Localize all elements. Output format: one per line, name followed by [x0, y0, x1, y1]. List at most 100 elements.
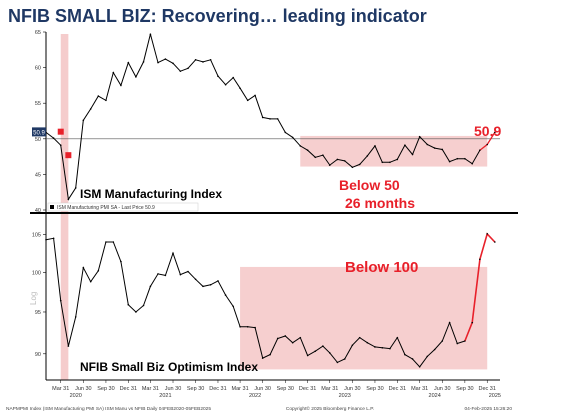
data-point — [105, 241, 107, 243]
marker-square — [57, 128, 64, 135]
data-point — [232, 305, 235, 308]
data-point — [261, 116, 264, 119]
data-point — [426, 143, 429, 146]
data-point — [433, 147, 436, 149]
data-point — [89, 280, 92, 283]
data-point — [411, 358, 414, 360]
data-point — [471, 321, 474, 324]
data-point — [433, 348, 436, 351]
footer-source: NAPMPMI Index (ISM Manufacturing PMI SA)… — [6, 406, 211, 412]
data-point — [127, 303, 130, 306]
last-price-badge-label: 50.9 — [33, 130, 45, 136]
data-point — [351, 166, 354, 169]
data-point — [164, 58, 167, 60]
data-point — [232, 76, 235, 79]
data-point — [464, 157, 466, 160]
x-tick-label: Dec 31 — [479, 386, 496, 392]
data-point — [404, 353, 406, 356]
data-point — [366, 341, 369, 344]
data-point — [209, 58, 212, 61]
x-year-label: 2021 — [159, 393, 171, 399]
annotation-last-value: 50.9 — [474, 123, 501, 139]
data-point — [45, 238, 47, 241]
data-point — [112, 241, 115, 243]
x-tick-label: Sep 30 — [456, 386, 473, 392]
footer-timestamp: 04-Feb-2025 15:26:20 — [465, 406, 513, 412]
x-tick-label: Mar 31 — [411, 386, 428, 392]
data-point — [217, 75, 219, 77]
last-price-badge — [32, 127, 46, 137]
data-point — [187, 270, 189, 273]
data-point — [336, 361, 339, 364]
data-point — [479, 258, 481, 261]
chart-title: NFIB SMALL BIZ: Recovering… leading indi… — [8, 6, 427, 26]
annotation-26-months: 26 months — [345, 195, 415, 211]
data-point — [336, 158, 339, 161]
data-point — [389, 161, 391, 164]
data-point — [82, 266, 85, 269]
data-point — [179, 273, 182, 276]
data-point — [381, 161, 384, 164]
data-point — [441, 340, 444, 342]
data-point — [82, 119, 85, 122]
data-point — [120, 84, 122, 87]
data-point — [254, 326, 256, 329]
data-point — [328, 164, 331, 166]
data-point — [276, 118, 279, 120]
x-tick-label: Mar 31 — [52, 386, 69, 392]
data-point — [381, 346, 384, 349]
data-point — [59, 144, 62, 147]
x-tick-label: Dec 31 — [209, 386, 226, 392]
data-point — [246, 325, 249, 328]
data-point — [164, 274, 167, 277]
data-point — [314, 350, 317, 353]
data-point — [149, 33, 152, 35]
data-point — [306, 149, 309, 151]
legend-box — [47, 202, 199, 212]
data-point — [306, 354, 309, 357]
data-point — [291, 341, 294, 344]
data-point — [299, 145, 302, 147]
data-point — [67, 345, 70, 347]
y-tick-label: 45 — [35, 172, 41, 178]
data-point — [261, 357, 264, 359]
y-tick-label: 40 — [35, 208, 41, 214]
shaded-region — [240, 266, 488, 370]
data-point — [343, 358, 346, 360]
data-point — [456, 342, 459, 345]
x-year-label: 2025 — [489, 393, 501, 399]
annotation-ism: ISM Manufacturing Index — [80, 187, 222, 201]
data-point — [426, 355, 429, 358]
data-point — [52, 137, 55, 139]
x-tick-label: Sep 30 — [97, 386, 114, 392]
data-point — [456, 157, 459, 160]
x-tick-label: Jun 30 — [344, 386, 361, 392]
data-point — [284, 131, 287, 134]
data-point — [202, 285, 204, 288]
y-tick-label: 90 — [35, 352, 41, 358]
data-point — [448, 160, 451, 163]
shaded-region — [300, 135, 488, 167]
data-point — [269, 353, 271, 356]
data-point — [464, 340, 466, 342]
data-point — [187, 67, 189, 70]
data-point — [112, 71, 115, 74]
x-tick-label: Sep 30 — [187, 386, 204, 392]
annotation-below-100: Below 100 — [345, 259, 418, 276]
data-point — [172, 62, 174, 65]
data-point — [291, 136, 294, 139]
x-tick-label: Jun 30 — [254, 386, 271, 392]
data-point — [224, 294, 227, 296]
data-point — [479, 149, 481, 151]
data-point — [224, 83, 227, 86]
y-tick-label: 60 — [35, 66, 41, 72]
data-point — [328, 352, 331, 354]
x-tick-label: Mar 31 — [142, 386, 159, 392]
data-point — [411, 153, 414, 156]
x-tick-label: Jun 30 — [165, 386, 182, 392]
data-point — [358, 163, 361, 166]
data-point — [194, 278, 197, 281]
data-point — [157, 61, 159, 64]
data-point — [494, 131, 496, 134]
